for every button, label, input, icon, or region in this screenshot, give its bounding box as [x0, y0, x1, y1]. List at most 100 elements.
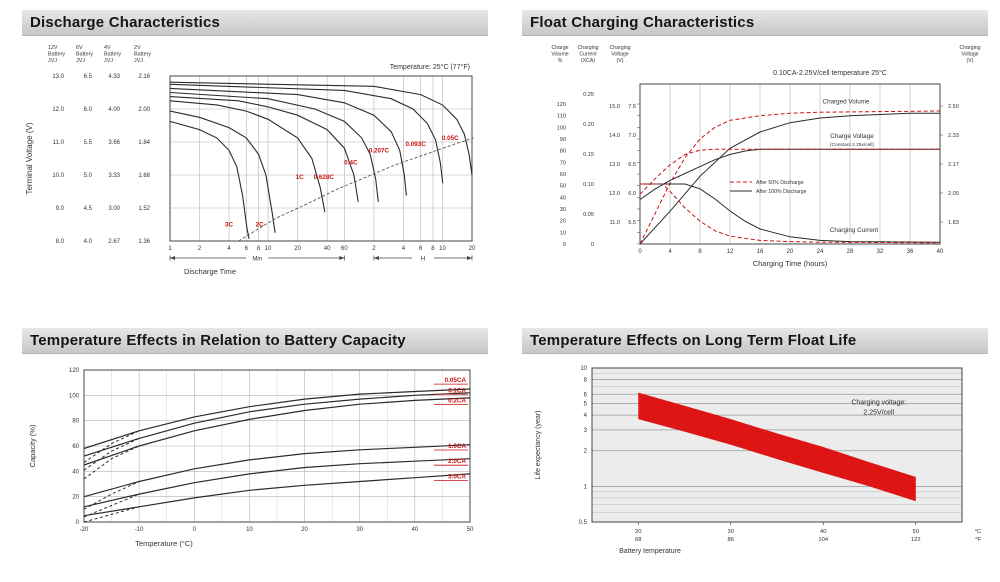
- svg-text:0.25: 0.25: [583, 92, 594, 98]
- svg-text:40: 40: [937, 249, 944, 255]
- svg-text:50: 50: [913, 529, 919, 535]
- svg-text:2.00: 2.00: [138, 107, 150, 113]
- panel-title: Temperature Effects in Relation to Batte…: [30, 332, 406, 349]
- svg-text:40: 40: [72, 469, 79, 475]
- svg-text:6: 6: [584, 392, 588, 398]
- svg-text:(V): (V): [617, 58, 624, 64]
- gridlines: [639, 83, 941, 245]
- svg-text:6.0: 6.0: [628, 191, 636, 197]
- svg-text:20: 20: [301, 527, 308, 533]
- svg-text:12.0: 12.0: [52, 107, 64, 113]
- svg-text:8: 8: [698, 249, 702, 255]
- svg-text:12.0: 12.0: [609, 191, 620, 197]
- svg-text:0.1CA: 0.1CA: [448, 387, 466, 394]
- svg-text:60: 60: [341, 246, 348, 252]
- svg-text:0.4C: 0.4C: [344, 160, 358, 167]
- svg-text:Temperature: 25°C (77°F): Temperature: 25°C (77°F): [390, 63, 470, 71]
- svg-text:(V): (V): [967, 58, 974, 64]
- svg-text:2.50: 2.50: [948, 104, 959, 110]
- svg-text:6.5: 6.5: [84, 74, 93, 80]
- float-life-chart-area: 10 8 6 5 4 3 2 1 0.5 20 68 30 86 40 104 50 122 °C °F Life e…: [522, 354, 988, 578]
- svg-text:Temperature (°C): Temperature (°C): [135, 539, 193, 548]
- svg-text:1.83: 1.83: [948, 220, 959, 226]
- svg-text:6: 6: [419, 246, 423, 252]
- svg-text:13.0: 13.0: [609, 162, 620, 168]
- svg-text:4: 4: [402, 246, 406, 252]
- svg-text:6V: 6V: [76, 45, 83, 51]
- svg-text:122: 122: [911, 537, 921, 543]
- svg-text:4: 4: [668, 249, 672, 255]
- temp-capacity-chart-area: 0 20 40 60 80 100 120 -20 -10 0 10 20 30 40 50 Capacity…: [22, 354, 488, 578]
- svg-text:(XCA): (XCA): [581, 58, 595, 64]
- svg-text:2C: 2C: [256, 222, 265, 229]
- svg-text:Battery: Battery: [104, 52, 121, 58]
- float-charging-chart-svg: ChargeVolume%ChargingCurrent(XCA)Chargin…: [551, 45, 980, 268]
- svg-text:°C: °C: [975, 529, 982, 535]
- svg-text:0.207C: 0.207C: [369, 147, 390, 154]
- svg-text:0.05C: 0.05C: [442, 135, 459, 142]
- svg-text:32: 32: [877, 249, 884, 255]
- svg-text:Capacity (%): Capacity (%): [28, 424, 37, 467]
- svg-text:4.33: 4.33: [108, 74, 120, 80]
- svg-text:40: 40: [560, 195, 566, 201]
- svg-text:Battery: Battery: [48, 52, 65, 58]
- svg-text:30: 30: [560, 207, 566, 213]
- svg-text:86: 86: [728, 537, 734, 543]
- svg-text:5.5: 5.5: [84, 140, 93, 146]
- svg-text:0: 0: [76, 520, 80, 526]
- axis-labels: 12VBatteryJVJ13.012.011.010.09.08.06VBat…: [25, 45, 476, 276]
- svg-text:2: 2: [372, 246, 376, 252]
- svg-text:Min: Min: [252, 257, 262, 263]
- svg-text:JVJ: JVJ: [104, 58, 113, 64]
- svg-text:1.36: 1.36: [138, 239, 150, 245]
- svg-text:-10: -10: [135, 527, 144, 533]
- curve-labels: 0.05CA 0.1CA 0.2CA 1.0CA 2.0CA 3.0CA: [434, 377, 468, 481]
- svg-text:40: 40: [820, 529, 826, 535]
- svg-text:3.00: 3.00: [108, 206, 120, 212]
- svg-text:28: 28: [847, 249, 854, 255]
- curve-labels: 3C 2C 1C 0.628C 0.4C 0.207C 0.093C 0.05C: [225, 135, 459, 229]
- svg-text:2.16: 2.16: [138, 74, 150, 80]
- svg-text:0.05CA: 0.05CA: [445, 377, 467, 384]
- svg-text:4: 4: [584, 413, 588, 419]
- svg-text:-20: -20: [80, 527, 89, 533]
- svg-text:%: %: [558, 58, 563, 64]
- svg-text:3.33: 3.33: [108, 173, 120, 179]
- temp-capacity-chart-svg: 0 20 40 60 80 100 120 -20 -10 0 10 20 30 40 50 Capacity…: [28, 368, 474, 548]
- svg-text:Battery: Battery: [76, 52, 93, 58]
- axis-labels: ChargeVolume%ChargingCurrent(XCA)Chargin…: [551, 45, 980, 268]
- svg-text:1.68: 1.68: [138, 173, 150, 179]
- svg-text:0.05: 0.05: [583, 212, 594, 218]
- svg-text:6.0: 6.0: [84, 107, 93, 113]
- svg-text:6.5: 6.5: [628, 162, 636, 168]
- svg-text:0: 0: [563, 242, 566, 248]
- svg-text:10: 10: [265, 246, 272, 252]
- svg-text:104: 104: [818, 537, 828, 543]
- panel-title: Discharge Characteristics: [30, 14, 221, 31]
- svg-text:Battery temperature: Battery temperature: [619, 548, 681, 555]
- svg-text:20: 20: [72, 495, 79, 501]
- svg-text:JVJ: JVJ: [134, 58, 143, 64]
- svg-text:13.0: 13.0: [52, 74, 64, 80]
- svg-text:60: 60: [560, 172, 566, 178]
- svg-text:Charge: Charge: [551, 45, 568, 51]
- svg-text:100: 100: [69, 393, 80, 399]
- panel-float-charging: Float Charging Characteristics Charge Vol…: [522, 10, 988, 312]
- svg-text:4V: 4V: [104, 45, 111, 51]
- svg-text:120: 120: [557, 102, 566, 108]
- svg-text:16: 16: [757, 249, 764, 255]
- panel-discharge-characteristics: Discharge Characteristics 12V Battery JVJ 1…: [22, 10, 488, 312]
- series-curves: [169, 81, 474, 242]
- svg-text:Charging: Charging: [959, 45, 980, 51]
- svg-text:20: 20: [787, 249, 794, 255]
- series-curves: [83, 388, 471, 523]
- svg-text:0.2CA: 0.2CA: [448, 397, 466, 404]
- svg-text:9.0: 9.0: [56, 206, 65, 212]
- svg-text:12V: 12V: [48, 45, 58, 51]
- svg-text:10: 10: [439, 246, 446, 252]
- svg-text:4: 4: [227, 246, 231, 252]
- svg-text:2.17: 2.17: [948, 162, 959, 168]
- svg-text:8.0: 8.0: [56, 239, 65, 245]
- svg-text:0.628C: 0.628C: [314, 174, 335, 181]
